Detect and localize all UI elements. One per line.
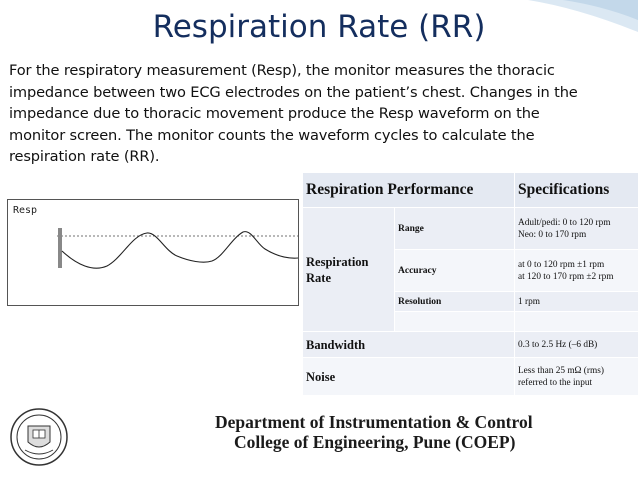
value-line: referred to the input <box>518 377 593 388</box>
value-range: Adult/pedi: 0 to 120 rpm Neo: 0 to 170 r… <box>514 207 638 250</box>
value-line: at 120 to 170 rpm ±2 rpm <box>518 271 614 282</box>
body-line: monitor screen. The monitor counts the w… <box>9 126 535 144</box>
figure-label: Resp <box>13 205 37 216</box>
college-emblem <box>10 408 68 466</box>
figure-frame <box>7 199 299 306</box>
value-line: Adult/pedi: 0 to 120 rpm <box>518 217 611 228</box>
sub-empty <box>394 311 515 332</box>
footer-college: College of Engineering, Pune (COEP) <box>234 432 516 452</box>
sub-accuracy: Accuracy <box>394 249 515 292</box>
body-paragraph: For the respiratory measurement (Resp), … <box>9 60 637 168</box>
body-line: respiration rate (RR). <box>9 148 160 165</box>
table-header-specifications: Specifications <box>514 172 638 208</box>
footer-department: Department of Instrumentation & Control <box>215 412 533 432</box>
value-line: at 0 to 120 rpm ±1 rpm <box>518 259 605 270</box>
body-line: impedance due to thoracic movement produ… <box>9 105 540 122</box>
value-noise: Less than 25 mΩ (rms) referred to the in… <box>514 357 638 396</box>
waveform-trace <box>61 231 299 269</box>
param-bandwidth: Bandwidth <box>302 331 515 358</box>
value-line: Neo: 0 to 170 rpm <box>518 229 587 240</box>
param-noise: Noise <box>302 357 515 396</box>
table-header-performance: Respiration Performance <box>302 172 515 208</box>
sub-range: Range <box>394 207 515 250</box>
marker-bar <box>58 228 62 268</box>
value-bandwidth: 0.3 to 2.5 Hz (–6 dB) <box>514 331 638 358</box>
param-respiration-rate: Respiration Rate <box>302 207 395 332</box>
slide-title: Respiration Rate (RR) <box>152 9 486 45</box>
sub-resolution: Resolution <box>394 291 515 312</box>
value-resolution: 1 rpm <box>514 291 638 312</box>
body-line: For the respiratory measurement (Resp), … <box>9 62 555 79</box>
body-line: impedance between two ECG electrodes on … <box>9 83 578 101</box>
value-empty <box>514 311 638 332</box>
value-accuracy: at 0 to 120 rpm ±1 rpm at 120 to 170 rpm… <box>514 249 638 292</box>
spec-table: Respiration Performance Specifications R… <box>302 172 638 396</box>
resp-waveform-figure: Resp <box>7 199 299 306</box>
value-line: Less than 25 mΩ (rms) <box>518 365 604 376</box>
